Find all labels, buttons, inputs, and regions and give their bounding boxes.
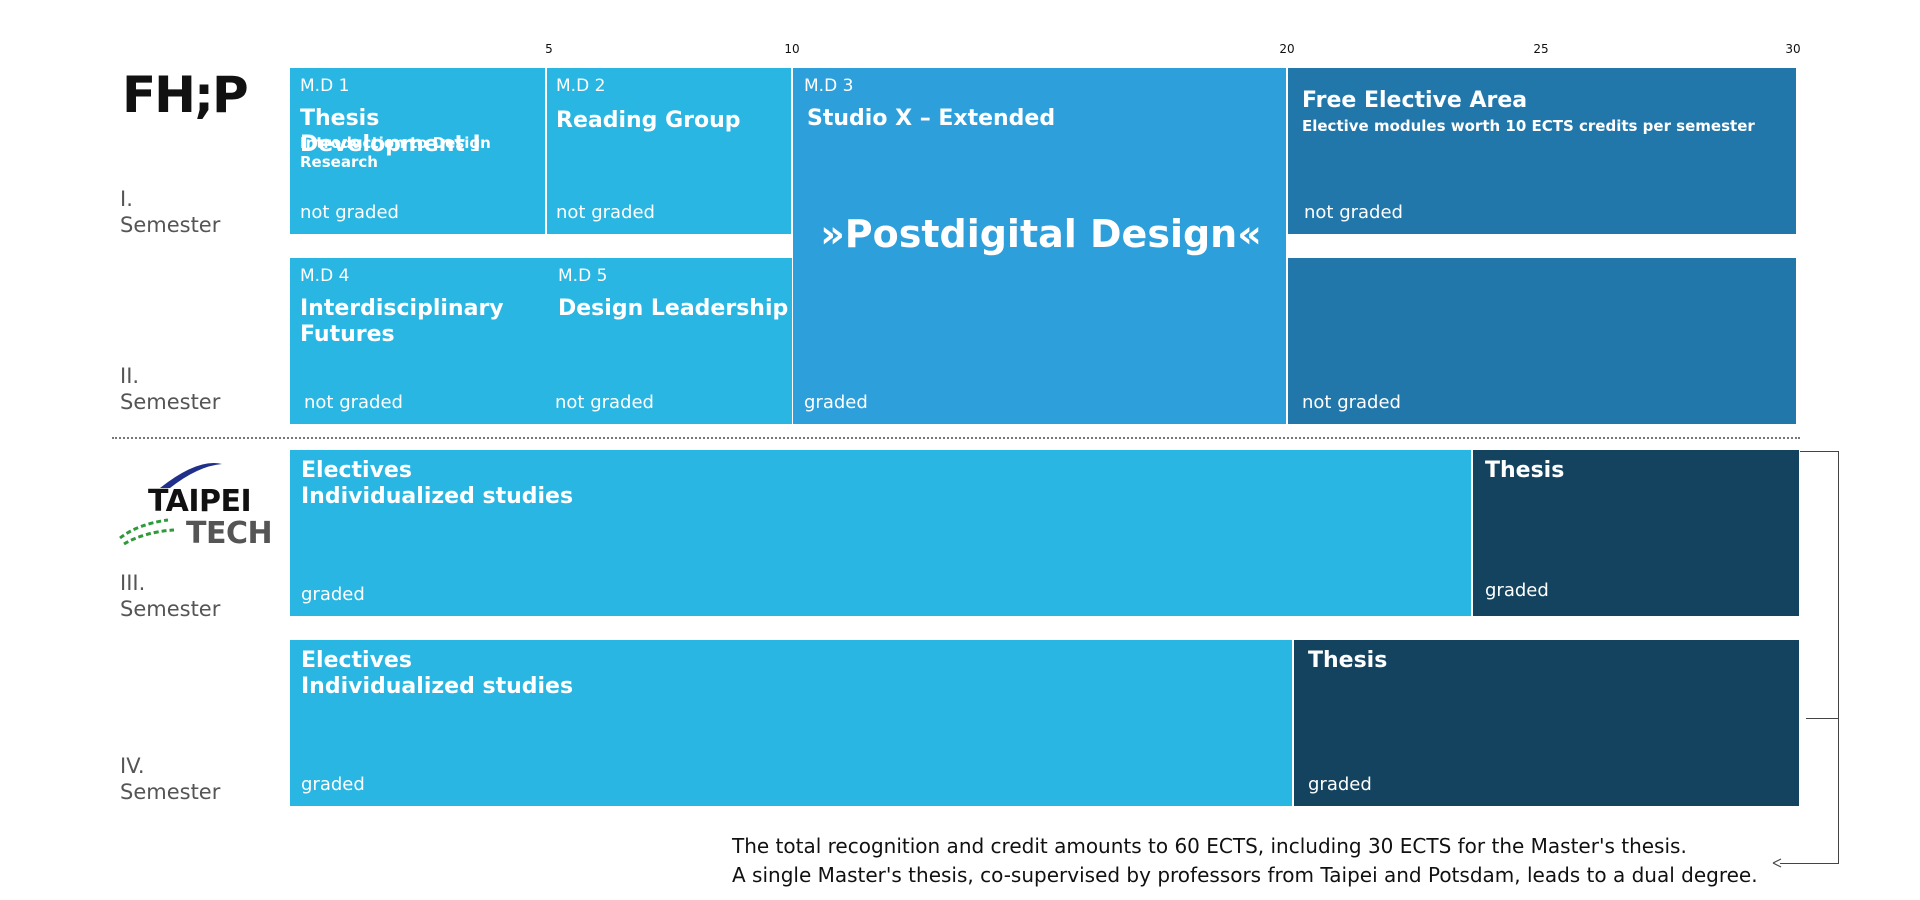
semester-label-2: II. Semester — [120, 363, 220, 415]
grading-status: not graded — [1304, 202, 1403, 223]
footnote-line-2: A single Master's thesis, co-supervised … — [732, 863, 1758, 887]
bracket-bottom — [1780, 863, 1839, 864]
scale-tick-10: 10 — [784, 42, 800, 56]
semester-numeral: III. — [120, 571, 146, 595]
grading-status: graded — [301, 584, 365, 605]
module-title: Free Elective Area — [1302, 88, 1528, 113]
module-free-elective-s1: Free Elective Area Elective modules wort… — [1288, 68, 1796, 234]
taipei-tech-swoosh-icon — [119, 463, 222, 546]
module-s4-electives: Electives Individualized studies graded — [290, 640, 1292, 806]
module-title: Studio X – Extended — [807, 106, 1056, 131]
semester-label-4: IV. Semester — [120, 753, 220, 805]
grading-status-md4: not graded — [304, 392, 403, 413]
module-md2: M.D 2 Reading Group not graded — [547, 68, 791, 234]
grading-status: not graded — [556, 202, 655, 223]
grading-status: not graded — [1302, 392, 1401, 413]
semester-word: Semester — [120, 780, 221, 804]
module-title: Electives — [301, 458, 412, 483]
grading-status: graded — [1485, 580, 1549, 601]
grading-status: graded — [804, 392, 868, 413]
module-title: Thesis Development I — [300, 106, 481, 157]
grading-status: graded — [1308, 774, 1372, 795]
module-s3-thesis: Thesis graded — [1473, 450, 1799, 616]
semester-word: Semester — [120, 597, 221, 621]
module-title-md4: Interdisciplinary Futures — [300, 296, 504, 347]
institution-divider — [112, 437, 1800, 439]
semester-label-1: I. Semester — [120, 186, 220, 238]
taipei-logo-line1: TAIPEI — [148, 484, 252, 519]
module-md3: M.D 3 Studio X – Extended »Postdigital D… — [793, 68, 1286, 424]
module-s3-electives: Electives Individualized studies graded — [290, 450, 1471, 616]
module-subtitle: Introduction to Design Research — [300, 134, 491, 171]
scale-tick-25: 25 — [1533, 42, 1549, 56]
module-title: Electives — [301, 648, 412, 673]
semester-word: Semester — [120, 213, 221, 237]
arrow-left-icon — [1772, 858, 1782, 868]
taipei-logo-line2: TECH — [186, 516, 273, 551]
module-code: M.D 1 — [300, 76, 350, 96]
module-s4-thesis: Thesis graded — [1294, 640, 1799, 806]
module-title: Reading Group — [556, 108, 741, 133]
footnote-line-1: The total recognition and credit amounts… — [732, 834, 1687, 858]
scale-tick-5: 5 — [545, 42, 553, 56]
module-md1: M.D 1 Thesis Development I Introduction … — [290, 68, 545, 234]
module-free-elective-s2: not graded — [1288, 258, 1796, 424]
fhp-logo: FH;P — [122, 66, 249, 124]
module-subtitle: Elective modules worth 10 ECTS credits p… — [1302, 117, 1755, 135]
module-code: M.D 2 — [556, 76, 606, 96]
bracket-vertical — [1838, 451, 1839, 864]
scale-tick-20: 20 — [1279, 42, 1295, 56]
module-code: M.D 3 — [804, 76, 854, 96]
semester-label-3: III. Semester — [120, 570, 220, 622]
taipei-tech-logo: TAIPEI TECH — [118, 458, 273, 558]
module-highlight-title: »Postdigital Design« — [820, 212, 1262, 256]
module-code-md5: M.D 5 — [558, 266, 608, 286]
bracket-middle — [1806, 718, 1839, 719]
scale-tick-30: 30 — [1785, 42, 1801, 56]
module-subtitle: Individualized studies — [301, 484, 574, 509]
module-title-md5: Design Leadership — [558, 296, 789, 321]
bracket-top — [1800, 451, 1839, 452]
grading-status-md5: not graded — [555, 392, 654, 413]
module-code-md4: M.D 4 — [300, 266, 350, 286]
grading-status: not graded — [300, 202, 399, 223]
grading-status: graded — [301, 774, 365, 795]
module-title: Thesis — [1485, 458, 1565, 483]
module-md4-md5-row: M.D 4 Interdisciplinary Futures not grad… — [290, 258, 792, 424]
module-title: Thesis — [1308, 648, 1388, 673]
semester-numeral: II. — [120, 364, 140, 388]
semester-word: Semester — [120, 390, 221, 414]
semester-numeral: IV. — [120, 754, 145, 778]
semester-numeral: I. — [120, 187, 133, 211]
module-subtitle: Individualized studies — [301, 674, 574, 699]
